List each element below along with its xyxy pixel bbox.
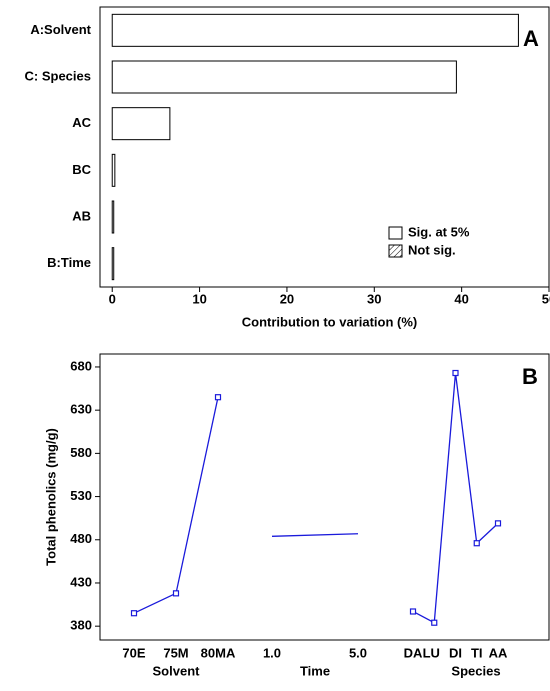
y-tick-label: 630 bbox=[70, 402, 92, 417]
group-label: Species bbox=[451, 663, 500, 678]
legend-swatch bbox=[388, 226, 403, 240]
panel-label: A bbox=[523, 26, 539, 51]
y-tick-label: 380 bbox=[70, 618, 92, 633]
x-tick-label: LU bbox=[423, 645, 440, 660]
y-tick-label: AC bbox=[72, 115, 91, 130]
x-tick-label: 30 bbox=[367, 291, 381, 306]
series-line bbox=[133, 397, 219, 614]
point bbox=[494, 520, 502, 527]
point bbox=[452, 369, 459, 377]
legend-label: Sig. at 5% bbox=[408, 224, 470, 239]
x-tick-label: TI bbox=[471, 645, 483, 660]
legend-swatch bbox=[388, 244, 403, 258]
point bbox=[431, 619, 438, 626]
x-tick-label: 10 bbox=[192, 291, 206, 306]
bar bbox=[111, 13, 519, 47]
y-tick-label: 480 bbox=[70, 531, 92, 546]
y-tick-label: 430 bbox=[70, 574, 92, 589]
x-tick-label: 20 bbox=[280, 291, 294, 306]
x-axis-label: Contribution to variation (%) bbox=[242, 314, 417, 329]
y-tick-label: 580 bbox=[70, 445, 92, 460]
x-tick-label: 0 bbox=[109, 291, 116, 306]
point bbox=[409, 608, 417, 615]
y-tick-label: BC bbox=[72, 162, 91, 177]
series-line bbox=[412, 372, 499, 624]
point bbox=[214, 394, 222, 401]
bar bbox=[111, 153, 116, 187]
x-tick-label: 80MA bbox=[201, 645, 236, 660]
bar bbox=[111, 247, 115, 281]
bar bbox=[111, 107, 171, 141]
x-tick-label: 40 bbox=[454, 291, 468, 306]
plot-frame bbox=[99, 6, 550, 288]
panel-label: B bbox=[522, 364, 538, 389]
x-tick-label: 5.0 bbox=[349, 645, 367, 660]
x-tick-label: DI bbox=[449, 645, 462, 660]
x-tick-label: 70E bbox=[122, 645, 145, 660]
y-tick-label: AB bbox=[72, 208, 91, 223]
y-tick-label: A:Solvent bbox=[30, 22, 91, 37]
x-tick-label: 50 bbox=[542, 291, 550, 306]
x-tick-label: 75M bbox=[163, 645, 188, 660]
y-tick-label: 530 bbox=[70, 488, 92, 503]
bar bbox=[111, 200, 115, 234]
group-label: Time bbox=[300, 663, 330, 678]
x-tick-label: 1.0 bbox=[263, 645, 281, 660]
point bbox=[172, 590, 180, 597]
series-line bbox=[271, 533, 359, 537]
y-tick-label: C: Species bbox=[25, 68, 91, 83]
y-tick-label: B:Time bbox=[47, 255, 91, 270]
x-tick-label: DA bbox=[404, 645, 423, 660]
y-axis-label: Total phenolics (mg/g) bbox=[43, 428, 58, 566]
y-tick-label: 680 bbox=[70, 358, 92, 373]
point bbox=[473, 540, 480, 547]
point bbox=[130, 610, 138, 617]
legend-label: Not sig. bbox=[408, 242, 456, 257]
x-tick-label: AA bbox=[489, 645, 508, 660]
bar bbox=[111, 60, 457, 94]
group-label: Solvent bbox=[153, 663, 201, 678]
